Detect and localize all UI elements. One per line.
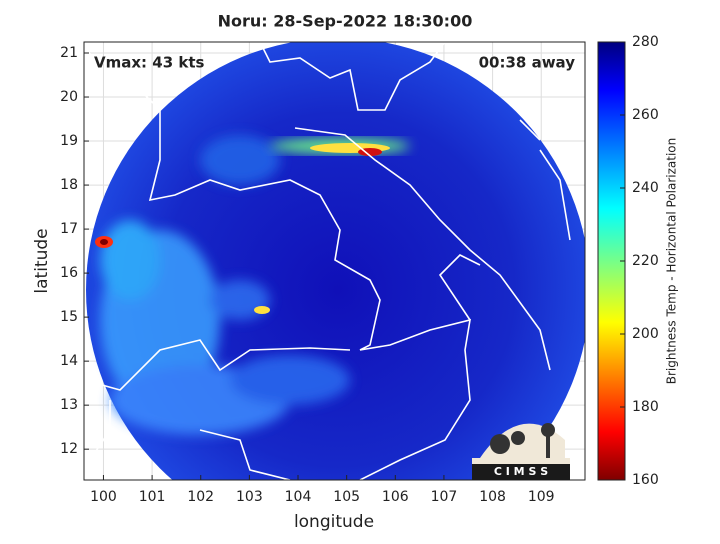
x-tick-label: 107 (431, 489, 458, 505)
y-tick-label: 14 (60, 353, 78, 369)
y-tick-label: 16 (60, 265, 78, 281)
y-tick-label: 13 (60, 397, 78, 413)
y-tick-label: 20 (60, 89, 78, 105)
x-tick-label: 104 (285, 489, 312, 505)
colorbar-tick-label: 160 (632, 472, 659, 488)
colorbar-tick-label: 260 (632, 107, 659, 123)
y-tick-label: 17 (60, 221, 78, 237)
y-axis-label: latitude (32, 228, 52, 293)
x-tick-label: 108 (479, 489, 506, 505)
x-tick-label: 102 (187, 489, 214, 505)
colorbar-tick-label: 240 (632, 180, 659, 196)
x-tick-label: 101 (139, 489, 166, 505)
y-tick-label: 19 (60, 133, 78, 149)
y-tick-label: 21 (60, 45, 78, 61)
chart-title: Noru: 28-Sep-2022 18:30:00 (218, 12, 473, 31)
x-tick-label: 103 (236, 489, 263, 505)
image (84, 42, 585, 480)
colorbar-tick-label: 280 (632, 34, 659, 50)
plot-frame (83, 41, 586, 481)
x-tick-label: 100 (90, 489, 117, 505)
annotation: 00:38 away (479, 54, 576, 72)
colorbar-label: Brightness Temp - Horizontal Polarizatio… (665, 138, 679, 385)
x-axis-label: longitude (294, 512, 374, 532)
logo: C I M S S (472, 423, 570, 480)
colorbar-tick-label: 180 (632, 399, 659, 415)
logo-text: C I M S S (494, 465, 548, 478)
x-tick-label: 106 (382, 489, 409, 505)
ticks: 100 101 102 103 104 105 106 107 108 109 12 13 14 15 16… (60, 45, 554, 505)
x-tick-label: 109 (528, 489, 555, 505)
y-tick-label: 15 (60, 309, 78, 325)
x-tick-label: 105 (333, 489, 360, 505)
colorbar-tick-label: 220 (632, 253, 659, 269)
annotation: Vmax: 43 kts (94, 54, 204, 72)
y-tick-label: 12 (60, 441, 78, 457)
colorbar-tick-label: 200 (632, 326, 659, 342)
y-tick-label: 18 (60, 177, 78, 193)
